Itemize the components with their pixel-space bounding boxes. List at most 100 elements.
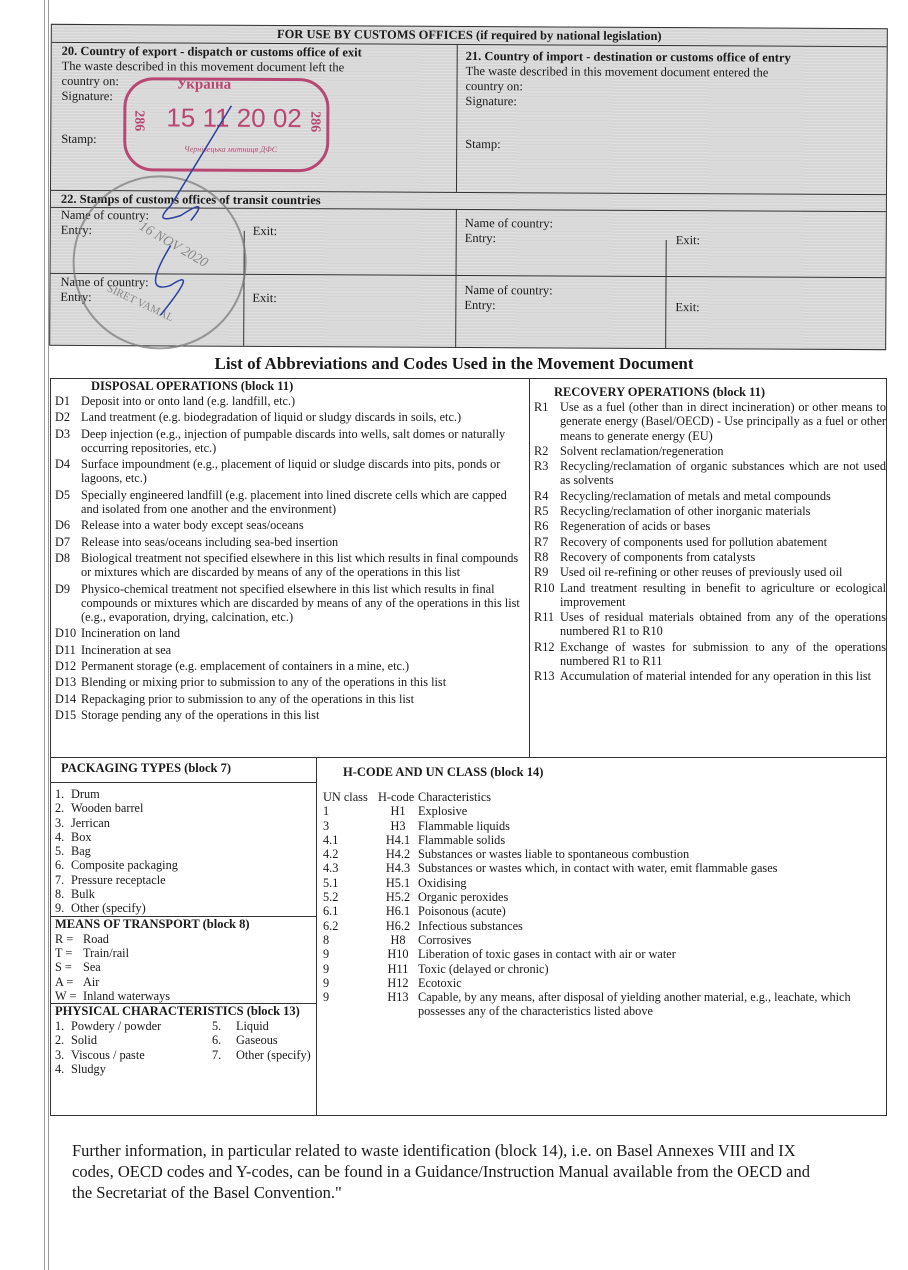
hcode-row: 6.2 H6.2 Infectious substances	[323, 919, 878, 933]
characteristic: Ecotoxic	[418, 975, 462, 990]
item-text: Specially engineered landfill (e.g. plac…	[81, 487, 507, 517]
item-code: 7.	[212, 1047, 222, 1062]
disposal-column: DISPOSAL OPERATIONS (block 11) D1 Deposit…	[55, 379, 530, 757]
item-code: R10	[534, 580, 555, 595]
item-code: R9	[534, 565, 549, 580]
box-20-title: 20. Country of export - dispatch or cust…	[61, 43, 362, 60]
hcode-row: 5.2 H5.2 Organic peroxides	[323, 890, 878, 904]
scan-margin-line	[44, 0, 45, 1270]
item-code: 2.	[55, 1033, 65, 1048]
item-text: Release into a water body except seas/oc…	[81, 518, 304, 533]
item-code: 3.	[55, 1047, 65, 1062]
item-text: Release into seas/oceans including sea-b…	[81, 534, 339, 549]
hcode-row: 9 H11 Toxic (delayed or chronic)	[323, 962, 878, 976]
country-label: Name of country:	[464, 215, 554, 231]
packaging-item: 3. Jerrican	[55, 816, 316, 830]
h-code: H10	[387, 947, 409, 962]
un-class: 1	[323, 804, 330, 819]
item-code: D15	[55, 707, 77, 722]
hcode-column-header: UN class	[323, 790, 368, 804]
item-text: Drum	[71, 787, 100, 801]
h-code: H6.1	[385, 904, 411, 919]
item-text: Deep injection (e.g., injection of pumpa…	[81, 426, 506, 455]
physical-list: 1. Powdery / powder 5. Liquid 2. Solid 6. Gaseo…	[51, 1019, 316, 1076]
hcode-table: UN class H-code Characteristics 1 H1 Explosiv…	[323, 790, 878, 1019]
item-text: Incineration at sea	[81, 642, 172, 657]
item-code: D7	[55, 534, 71, 549]
item-code: 4.	[55, 829, 65, 844]
hcode-header: UN class H-code Characteristics	[323, 790, 878, 804]
h-code: H5.2	[385, 890, 411, 905]
disposal-item: D6 Release into a water body except seas/…	[55, 518, 525, 532]
characteristic: Flammable liquids	[418, 818, 510, 833]
item-code: 5.	[212, 1019, 222, 1034]
h-code: H4.3	[385, 861, 411, 876]
item-text: Exchange of wastes for submission to any…	[560, 639, 886, 669]
item-text: Land treatment resulting in benefit to a…	[560, 580, 886, 609]
item-code	[212, 1062, 236, 1076]
item-code: 1.	[55, 1019, 65, 1034]
country-label: Name of country:	[464, 282, 553, 298]
item-text: Blending or mixing prior to submission t…	[81, 675, 447, 690]
box-21-title: 21. Country of import - destination or c…	[465, 48, 791, 65]
item-text: Use as a fuel (other than in direct inci…	[560, 400, 886, 443]
characteristic: Toxic (delayed or chronic)	[418, 961, 549, 976]
characteristic: Infectious substances	[418, 918, 523, 933]
item-code: D14	[55, 691, 77, 706]
scan-margin-line	[48, 0, 49, 1270]
characteristic: Flammable solids	[418, 832, 506, 847]
transport-list: R = Road T = Train/rail S = Sea A = Air W = Inlan…	[51, 932, 316, 1003]
characteristic: Substances or wastes which, in contact w…	[418, 861, 778, 876]
item-code: R =	[55, 931, 74, 946]
packaging-item: 9. Other (specify)	[55, 901, 316, 915]
h-code: H5.1	[385, 875, 411, 890]
item-text: Recycling/reclamation of organic substan…	[560, 459, 886, 488]
hcode-row: 4.2 H4.2 Substances or wastes liable to sp…	[323, 847, 878, 861]
recovery-item: R10 Land treatment resulting in benefit t…	[534, 581, 886, 610]
disposal-item: D9 Physico-chemical treatment not specifi…	[55, 582, 525, 625]
disposal-item: D8 Biological treatment not specified els…	[55, 551, 525, 580]
item-code: D12	[55, 659, 77, 674]
recovery-item: R2 Solvent reclamation/regeneration	[534, 444, 886, 458]
customs-section: FOR USE BY CUSTOMS OFFICES (if required …	[49, 23, 888, 351]
item-code: 4.	[55, 1062, 65, 1077]
item-text: Surface impoundment (e.g., placement of …	[81, 457, 501, 486]
recovery-item: R8 Recovery of components from catalysts	[534, 550, 886, 564]
item-code: R4	[534, 488, 549, 503]
item-code: R11	[534, 610, 555, 625]
disposal-item: D11 Incineration at sea	[55, 643, 525, 657]
characteristic: Organic peroxides	[418, 890, 509, 905]
hcode-row: 9 H10 Liberation of toxic gases in contact…	[323, 947, 878, 961]
h-code: H11	[387, 961, 409, 976]
item-text: Storage pending any of the operations in…	[81, 707, 320, 722]
recovery-item: R1 Use as a fuel (other than in direct in…	[534, 400, 886, 443]
item-text: Inland waterways	[83, 988, 171, 1003]
characteristic: Explosive	[418, 804, 468, 819]
item-text: Box	[71, 829, 92, 844]
characteristic: Capable, by any means, after disposal of…	[418, 990, 851, 1019]
item-code: D10	[55, 626, 77, 641]
un-class: 5.1	[323, 875, 339, 890]
entry-label: Entry:	[464, 297, 496, 313]
physical-item: 4. Sludgy	[55, 1062, 316, 1076]
item-text: Other (specify)	[236, 1047, 311, 1062]
transport-title: MEANS OF TRANSPORT (block 8)	[51, 915, 316, 932]
item-code: 6.	[55, 858, 65, 873]
divider	[665, 240, 667, 349]
box-21-text: The waste described in this movement doc…	[465, 63, 769, 80]
item-code: D1	[55, 394, 71, 408]
hcode-row: 8 H8 Corrosives	[323, 933, 878, 947]
disposal-item: D15 Storage pending any of the operations…	[55, 708, 525, 722]
item-text: Pressure receptacle	[71, 872, 166, 887]
h-code: H3	[390, 818, 406, 833]
h-code: H1	[390, 804, 406, 819]
disposal-item: D12 Permanent storage (e.g. emplacement o…	[55, 659, 525, 673]
recovery-item: R11 Uses of residual materials obtained f…	[534, 610, 886, 639]
item-code: R2	[534, 443, 549, 458]
item-code: D13	[55, 675, 77, 690]
h-code: H8	[390, 932, 406, 947]
item-text: Recycling/reclamation of other inorganic…	[560, 504, 811, 519]
item-text: Repackaging prior to submission to any o…	[81, 691, 415, 706]
item-text: Bag	[71, 844, 91, 859]
